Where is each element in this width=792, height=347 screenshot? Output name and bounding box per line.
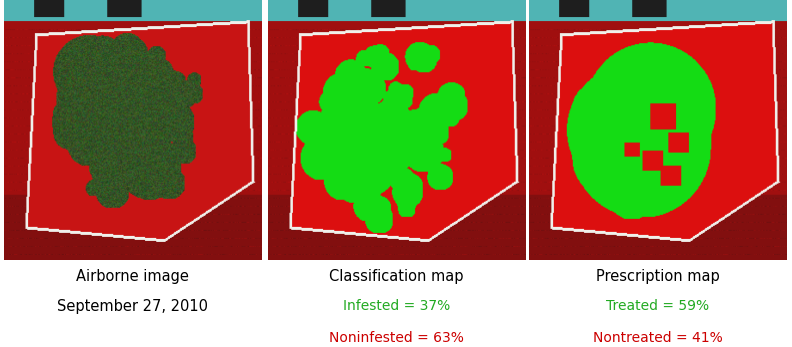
Text: Airborne image: Airborne image (76, 269, 189, 284)
Text: Nontreated = 41%: Nontreated = 41% (593, 331, 722, 345)
Text: Infested = 37%: Infested = 37% (343, 299, 450, 313)
Text: Treated = 59%: Treated = 59% (606, 299, 710, 313)
Text: Prescription map: Prescription map (596, 269, 720, 284)
Text: Classification map: Classification map (329, 269, 463, 284)
Text: September 27, 2010: September 27, 2010 (57, 299, 208, 314)
Text: Noninfested = 63%: Noninfested = 63% (329, 331, 464, 345)
